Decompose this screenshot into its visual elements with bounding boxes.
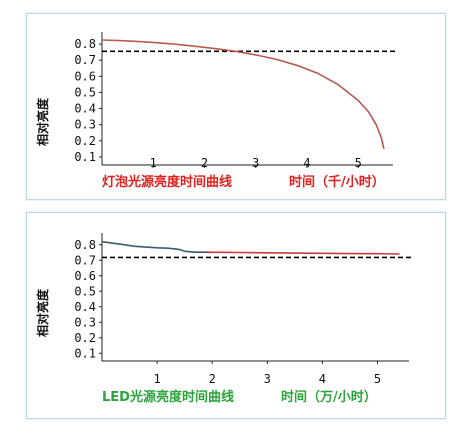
led-y-tick-label: 0.4	[74, 300, 96, 314]
bulb-y-tick-label: 0.5	[74, 85, 96, 99]
bulb-brightness-chart: 0.1 0.2 0.3 0.4 0.5 0.6 0.7 0.8 1 2 3 4 5 相对亮度灯泡光源亮度时…	[35, 32, 395, 190]
bulb-y-tick-label: 0.7	[74, 53, 96, 67]
bulb-x-tick-label: 1	[150, 156, 157, 170]
bulb-caption-unit: 时间（千/小时）	[289, 174, 385, 190]
led-brightness-chart: 0.10.2 0.30.4 0.50.6 0.70.8 1 2 3 4 5 相对亮度 LED光源亮度…	[35, 233, 411, 405]
led-series-line-2	[206, 251, 400, 255]
bulb-y-tick-label: 0.8	[74, 37, 96, 51]
led-y-tick-label: 0.1	[74, 346, 96, 360]
bulb-y-tick-label: 0.1	[74, 150, 96, 164]
led-series-line-1	[101, 240, 213, 254]
led-y-axis-label: 相对亮度	[35, 288, 50, 337]
bulb-x-tick-label: 2	[201, 156, 208, 170]
led-y-tick-label: 0.3	[74, 315, 96, 329]
led-y-tick-label: 0.2	[74, 331, 96, 345]
bulb-y-axis-label: 相对亮度	[35, 97, 50, 146]
bulb-y-tick-label: 0.2	[74, 134, 96, 148]
chart-panel-bulb: 0.1 0.2 0.3 0.4 0.5 0.6 0.7 0.8 1 2 3 4 5 相对亮度灯泡光源亮度时…	[26, 13, 446, 200]
led-y-tick-label: 0.7	[74, 253, 96, 267]
led-x-tick-label: 3	[264, 372, 271, 386]
bulb-y-tick-label: 0.3	[74, 118, 96, 132]
led-y-tick-label: 0.6	[74, 269, 96, 283]
led-y-tick-label: 0.8	[74, 238, 96, 252]
bulb-x-tick-label: 5	[355, 156, 362, 170]
led-x-tick-label: 5	[374, 372, 381, 386]
led-x-tick-label: 1	[153, 372, 160, 386]
bulb-y-tick-label: 0.4	[74, 102, 96, 116]
bulb-x-tick-label: 4	[303, 156, 310, 170]
bulb-caption-title: 灯泡光源亮度时间曲线	[102, 174, 232, 190]
led-x-tick-label: 2	[209, 372, 216, 386]
led-y-tick-label: 0.5	[74, 284, 96, 298]
bulb-series-line-1	[101, 39, 385, 150]
bulb-x-tick-label: 3	[252, 156, 259, 170]
led-x-tick-label: 4	[319, 372, 326, 386]
led-caption-title: LED光源亮度时间曲线	[102, 389, 234, 405]
bulb-y-tick-label: 0.6	[74, 69, 96, 83]
chart-panel-led: 0.1 0.2 0.3 0.4 0.5 0.6 0.7 0.8 1 2 3 4 5 相对亮度 LED光源亮度…	[26, 212, 446, 419]
led-caption-unit: 时间（万/小时）	[281, 389, 377, 405]
